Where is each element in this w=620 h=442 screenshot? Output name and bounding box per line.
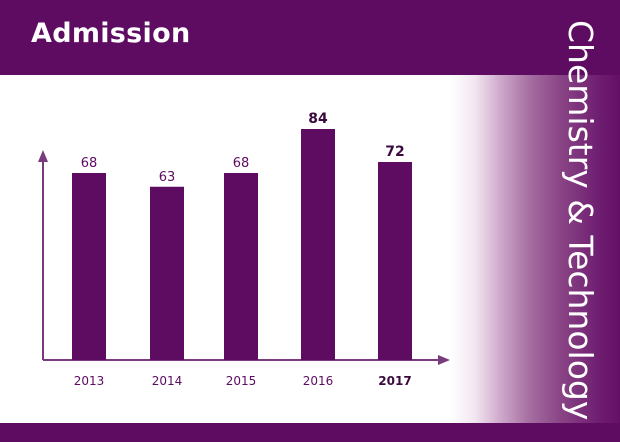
bar-2013 (72, 173, 106, 360)
department-label-text: Chemistry & Technology (561, 20, 600, 421)
bar-2016 (301, 129, 335, 360)
bar-2017 (378, 162, 412, 360)
x-axis-arrow (438, 355, 450, 365)
department-label: Chemistry & Technology (560, 20, 600, 420)
value-label-2016: 84 (308, 111, 328, 127)
page-title: Admission (31, 18, 191, 49)
header-band: Admission (0, 0, 620, 75)
value-label-2014: 63 (159, 170, 176, 185)
value-label-2017: 72 (385, 144, 404, 160)
chart-bars (72, 129, 412, 360)
bar-2014 (150, 186, 184, 360)
x-tick-2016: 2016 (303, 374, 334, 388)
y-axis-arrow (38, 150, 48, 162)
x-tick-2017: 2017 (378, 374, 411, 388)
value-label-2015: 68 (233, 156, 250, 171)
bar-2015 (224, 173, 258, 360)
x-tick-2015: 2015 (226, 374, 257, 388)
value-label-2013: 68 (81, 156, 98, 171)
chart-x-tick-labels: 2013 2014 2015 2016 2017 (74, 374, 412, 388)
footer-band (0, 423, 620, 442)
x-tick-2013: 2013 (74, 374, 105, 388)
x-tick-2014: 2014 (152, 374, 183, 388)
chart-value-labels: 68 63 68 84 72 (81, 111, 405, 185)
